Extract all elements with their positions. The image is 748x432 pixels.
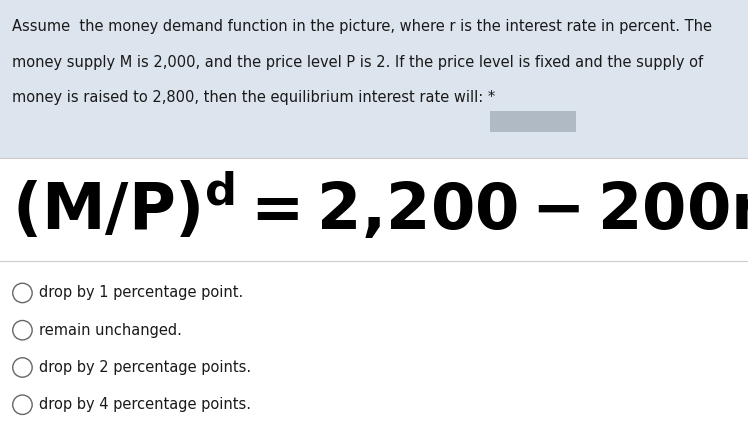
FancyBboxPatch shape [485, 110, 580, 133]
Text: Assume  the money demand function in the picture, where r is the interest rate i: Assume the money demand function in the … [12, 19, 712, 35]
Text: $\mathbf{(M / P)^d = 2{,}200 - 200r}$: $\mathbf{(M / P)^d = 2{,}200 - 200r}$ [12, 172, 748, 243]
Text: drop by 4 percentage points.: drop by 4 percentage points. [39, 397, 251, 412]
Text: money supply M is 2,000, and the price level P is 2. If the price level is fixed: money supply M is 2,000, and the price l… [12, 55, 703, 70]
Text: remain unchanged.: remain unchanged. [39, 323, 182, 338]
Text: drop by 1 percentage point.: drop by 1 percentage point. [39, 286, 243, 300]
Text: money is raised to 2,800, then the equilibrium interest rate will: *: money is raised to 2,800, then the equil… [12, 90, 495, 105]
Text: drop by 2 percentage points.: drop by 2 percentage points. [39, 360, 251, 375]
